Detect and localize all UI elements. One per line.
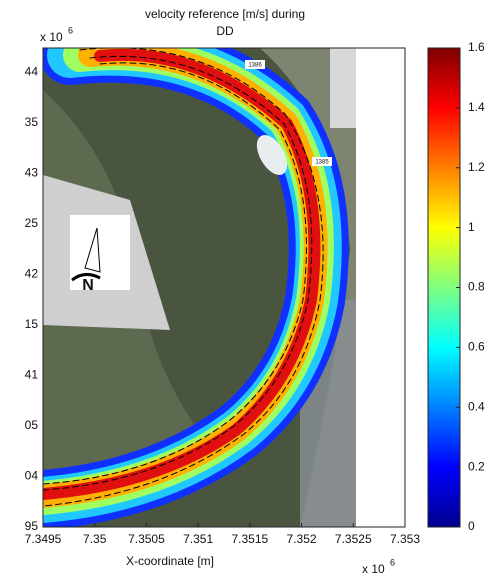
x-multiplier-exp: 6 bbox=[390, 557, 395, 567]
chart: N 1386 1385 velocity reference [m/s] dur… bbox=[0, 0, 500, 576]
y-tick-label: 43 bbox=[25, 166, 39, 180]
y-tick-label: 04 bbox=[25, 469, 39, 483]
colorbar-tick-label: 1.4 bbox=[468, 100, 485, 114]
colorbar bbox=[428, 48, 460, 527]
x-tick-label: 7.351 bbox=[183, 532, 213, 546]
colorbar-tick-label: 0.4 bbox=[468, 399, 485, 413]
y-tick-label: 95 bbox=[25, 519, 39, 533]
title: DD bbox=[216, 24, 234, 38]
colorbar-tick-label: 0.2 bbox=[468, 459, 485, 473]
annotation: 1385 bbox=[315, 160, 329, 166]
y-tick-label: 44 bbox=[25, 65, 39, 79]
colorbar-tick-label: 0 bbox=[468, 519, 475, 533]
title: velocity reference [m/s] during bbox=[145, 7, 305, 21]
colorbar-tick-label: 1.6 bbox=[468, 40, 485, 54]
x-tick-label: 7.3525 bbox=[335, 532, 372, 546]
x-tick-label: 7.3495 bbox=[25, 532, 62, 546]
y-tick-label: 35 bbox=[25, 115, 39, 129]
x-tick-label: 7.3515 bbox=[232, 532, 269, 546]
y-tick-label: 05 bbox=[25, 418, 39, 432]
x-multiplier: x 10 bbox=[362, 562, 385, 576]
colorbar-tick-label: 1.2 bbox=[468, 160, 485, 174]
north-label: N bbox=[82, 277, 94, 294]
colorbar-tick-label: 0.6 bbox=[468, 340, 485, 354]
x-tick-label: 7.35 bbox=[83, 532, 107, 546]
y-multiplier-exp: 6 bbox=[68, 25, 73, 35]
x-label: X-coordinate [m] bbox=[126, 554, 214, 568]
y-tick-label: 15 bbox=[25, 317, 39, 331]
y-tick-label: 25 bbox=[25, 216, 39, 230]
y-multiplier: x 10 bbox=[40, 30, 63, 44]
y-tick-label: 41 bbox=[25, 368, 39, 382]
colorbar-tick-label: 0.8 bbox=[468, 280, 485, 294]
annotation: 1386 bbox=[248, 63, 262, 69]
x-tick-label: 7.3505 bbox=[128, 532, 165, 546]
map: N 1386 1385 bbox=[43, 48, 356, 527]
y-tick-label: 42 bbox=[25, 267, 39, 281]
colorbar-tick-label: 1 bbox=[468, 220, 475, 234]
x-tick-label: 7.352 bbox=[287, 532, 317, 546]
x-tick-label: 7.353 bbox=[390, 532, 420, 546]
